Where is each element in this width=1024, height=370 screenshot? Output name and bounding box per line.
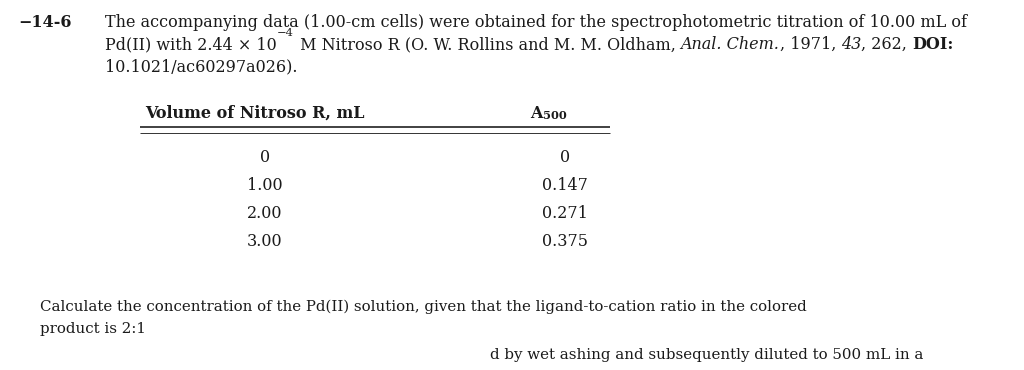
Text: M Nitroso R (O. W. Rollins and M. M. Oldham,: M Nitroso R (O. W. Rollins and M. M. Old… bbox=[295, 36, 681, 53]
Text: 0.375: 0.375 bbox=[542, 233, 588, 250]
Text: 10.1021/ac60297a026).: 10.1021/ac60297a026). bbox=[105, 58, 298, 75]
Text: d by wet ashing and subsequently diluted to 500 mL in a: d by wet ashing and subsequently diluted… bbox=[490, 348, 924, 362]
Text: 43: 43 bbox=[841, 36, 861, 53]
Text: , 262,: , 262, bbox=[861, 36, 912, 53]
Text: 0: 0 bbox=[560, 149, 570, 166]
Text: 0.271: 0.271 bbox=[542, 205, 588, 222]
Text: −4: −4 bbox=[276, 28, 294, 38]
Text: The accompanying data (1.00-cm cells) were obtained for the spectrophotometric t: The accompanying data (1.00-cm cells) we… bbox=[105, 14, 967, 31]
Text: Pd(II) with 2.44 × 10: Pd(II) with 2.44 × 10 bbox=[105, 36, 276, 53]
Text: 3.00: 3.00 bbox=[247, 233, 283, 250]
Text: , 1971,: , 1971, bbox=[779, 36, 841, 53]
Text: DOI:: DOI: bbox=[912, 36, 953, 53]
Text: 1.00: 1.00 bbox=[247, 177, 283, 194]
Text: product is 2:1: product is 2:1 bbox=[40, 322, 145, 336]
Text: 0: 0 bbox=[260, 149, 270, 166]
Text: Anal. Chem.: Anal. Chem. bbox=[681, 36, 779, 53]
Text: 500: 500 bbox=[543, 110, 566, 121]
Text: A: A bbox=[530, 105, 543, 122]
Text: Calculate the concentration of the Pd(II) solution, given that the ligand-to-cat: Calculate the concentration of the Pd(II… bbox=[40, 300, 807, 314]
Text: 2.00: 2.00 bbox=[247, 205, 283, 222]
Text: −14-6: −14-6 bbox=[18, 14, 72, 31]
Text: 0.147: 0.147 bbox=[542, 177, 588, 194]
Text: Volume of Nitroso R, mL: Volume of Nitroso R, mL bbox=[145, 105, 365, 122]
